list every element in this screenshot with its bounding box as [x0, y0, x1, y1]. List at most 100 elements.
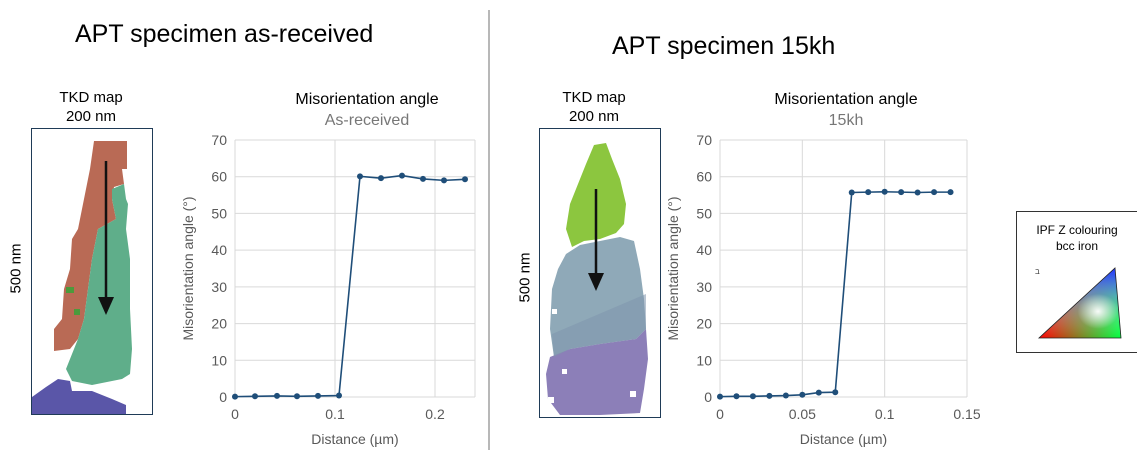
tkd-map-as-received: [31, 128, 153, 415]
tkd-map-image-15kh: [546, 143, 648, 415]
data-point: [815, 389, 822, 396]
y-tick-label: 40: [211, 242, 227, 258]
chart-title-text: Misorientation angle: [774, 91, 918, 108]
data-point: [252, 393, 258, 400]
tkd-map-title-as-received: TKD map 200 nm: [31, 88, 151, 126]
data-point: [881, 188, 888, 195]
data-point: [232, 393, 238, 400]
y-axis-title: Misorientation angle (°): [180, 196, 196, 340]
data-point: [274, 392, 280, 399]
y-tick-label: 70: [696, 132, 712, 148]
x-axis-title: Distance (µm): [800, 431, 887, 447]
chart-as-received: 0 10 20 30 40 50 60 70 0 0.1 0.2 Distance (µm) Misor…: [180, 132, 476, 447]
tkd-map-scale-width: 200 nm: [568, 108, 620, 125]
grain-speck: [630, 391, 636, 397]
ipf-legend: IPF Z colouring bcc iron ב: [1016, 211, 1137, 353]
y-tick-label: 10: [211, 352, 227, 368]
panel-title-15kh: APT specimen 15kh: [612, 32, 836, 60]
data-point: [848, 189, 855, 196]
y-tick-label: 40: [696, 242, 712, 258]
panel-divider: [488, 10, 490, 450]
tkd-map-15kh: [539, 128, 661, 418]
tkd-map-title-15kh: TKD map 200 nm: [534, 88, 654, 126]
chart-subtitle: As-received: [324, 112, 410, 129]
x-tick-label: 0.2: [425, 406, 445, 422]
data-point: [357, 173, 363, 180]
ipf-legend-title: IPF Z colouring bcc iron: [1017, 222, 1137, 254]
data-point: [947, 189, 954, 196]
y-tick-label: 0: [704, 389, 712, 405]
y-tick-label: 20: [696, 316, 712, 332]
data-point: [898, 189, 905, 196]
x-tick-label: 0: [716, 406, 724, 422]
data-point: [717, 393, 723, 400]
y-tick-label: 30: [211, 279, 227, 295]
ipf-legend-line1: IPF Z colouring: [1036, 223, 1118, 237]
grain-speck: [66, 287, 74, 293]
data-point: [441, 177, 447, 184]
grain-speck: [548, 397, 554, 403]
data-point: [782, 392, 789, 399]
grain-purple: [32, 379, 126, 414]
data-point: [733, 393, 740, 400]
y-tick-label: 60: [211, 169, 227, 185]
tkd-map-scale-height-15kh: 500 nm: [516, 252, 534, 303]
y-tick-label: 30: [696, 279, 712, 295]
tkd-map-scale-height-as-received: 500 nm: [7, 243, 25, 294]
ipf-legend-line2: bcc iron: [1055, 239, 1099, 253]
y-tick-label: 50: [696, 205, 712, 221]
y-tick-label: 60: [696, 169, 712, 185]
grain-red: [54, 141, 127, 351]
data-point: [799, 391, 806, 398]
tkd-map-scale-width: 200 nm: [65, 108, 117, 125]
y-tick-label: 10: [696, 352, 712, 368]
data-point: [399, 172, 405, 179]
data-point: [749, 393, 756, 400]
y-tick-label: 50: [211, 205, 227, 221]
tkd-map-label: TKD map: [562, 89, 626, 106]
grain-teal: [66, 184, 132, 385]
ipf-triangle-white: [1039, 268, 1121, 338]
ipf-corner-label: ב: [1035, 267, 1040, 276]
ipf-triangle: ב: [1035, 267, 1122, 339]
data-point: [766, 392, 773, 399]
chart-15kh: 0 10 20 30 40 50 60 70 0 0.05 0.1 0.15 Distance (µm)…: [665, 132, 980, 447]
grain-speck: [74, 309, 80, 315]
data-point: [336, 392, 342, 399]
x-tick-label: 0.05: [789, 406, 816, 422]
data-point: [914, 189, 921, 196]
data-point: [315, 392, 321, 399]
x-axis-title: Distance (µm): [311, 431, 398, 447]
scan-arrow-head: [588, 273, 604, 291]
data-point: [294, 393, 300, 400]
data-point: [462, 176, 468, 183]
chart-title-15kh: Misorientation angle 15kh: [726, 89, 966, 131]
data-point: [378, 175, 384, 182]
tkd-map-image-as-received: [32, 141, 132, 414]
series-line: [719, 190, 951, 398]
data-point: [865, 189, 872, 196]
y-axis-title: Misorientation angle (°): [665, 196, 681, 340]
grain-band: [552, 294, 646, 357]
chart-title-text: Misorientation angle: [295, 91, 439, 108]
scan-arrow-head: [98, 297, 114, 315]
y-tick-label: 70: [211, 132, 227, 148]
x-tick-label: 0.15: [953, 406, 980, 422]
panel-title-as-received: APT specimen as-received: [75, 20, 374, 48]
data-point: [832, 389, 839, 396]
grain-speck: [562, 369, 567, 374]
grain-speck: [552, 309, 557, 314]
chart-subtitle: 15kh: [828, 112, 864, 129]
tkd-map-label: TKD map: [59, 89, 123, 106]
ipf-triangle-outline: [1037, 267, 1122, 339]
data-point: [420, 175, 426, 182]
series-line: [234, 174, 466, 398]
x-tick-label: 0: [231, 406, 239, 422]
grain-violet: [546, 329, 648, 415]
y-tick-label: 0: [219, 389, 227, 405]
x-tick-label: 0.1: [875, 406, 895, 422]
y-tick-label: 20: [211, 316, 227, 332]
data-point: [931, 189, 938, 196]
chart-title-as-received: Misorientation angle As-received: [247, 89, 487, 131]
x-tick-label: 0.1: [325, 406, 345, 422]
